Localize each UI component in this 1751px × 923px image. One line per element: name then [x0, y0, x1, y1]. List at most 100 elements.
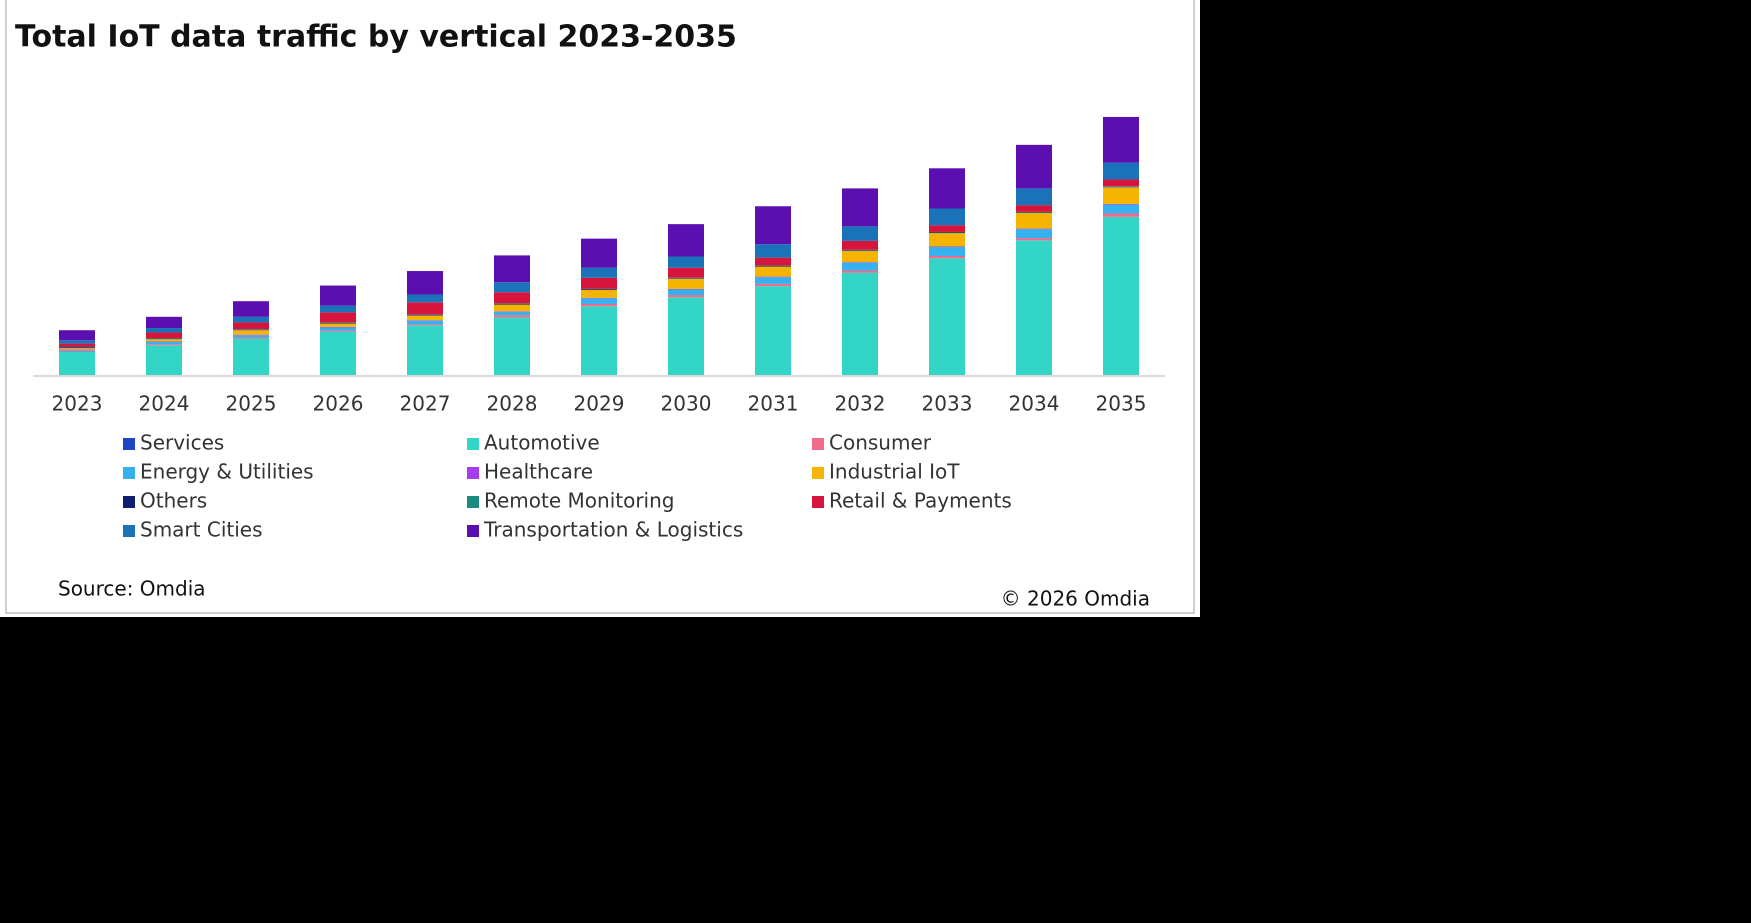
legend-swatch — [467, 525, 479, 537]
legend-swatch — [812, 438, 824, 450]
bar-segment — [581, 277, 617, 289]
bar-segment — [233, 329, 269, 330]
bar-segment — [581, 267, 617, 278]
bar-segment — [842, 262, 878, 271]
bar-segment — [929, 232, 965, 234]
bar-segment — [320, 326, 356, 328]
bar-segment — [755, 257, 791, 266]
bar-segment — [929, 247, 965, 256]
chart-title: Total IoT data traffic by vertical 2023-… — [15, 20, 737, 55]
x-tick-label: 2027 — [400, 392, 451, 416]
bar-segment — [407, 315, 443, 321]
bar-segment — [494, 317, 530, 376]
bar-segment — [668, 277, 704, 279]
bar-segment — [755, 266, 791, 267]
bar-segment — [1016, 144, 1052, 189]
x-tick-label: 2035 — [1096, 392, 1147, 416]
bar-segment — [668, 295, 704, 298]
bar-segment — [407, 315, 443, 316]
bar-segment — [146, 341, 182, 345]
bar-segment — [59, 351, 95, 376]
bar-segment — [929, 231, 965, 233]
bar-segment — [668, 289, 704, 296]
bar-segment — [407, 314, 443, 316]
bar-segment — [233, 334, 269, 336]
bar-segment — [581, 289, 617, 291]
x-tick-label: 2024 — [139, 392, 190, 416]
bar-segment — [668, 224, 704, 257]
bar-segment — [494, 292, 530, 304]
bar-segment — [233, 330, 269, 335]
legend-label: Remote Monitoring — [484, 489, 674, 513]
bar-segment — [581, 297, 617, 299]
x-tick-label: 2023 — [52, 392, 103, 416]
bar-segment — [581, 306, 617, 376]
legend-label: Energy & Utilities — [140, 460, 314, 484]
bar-segment — [755, 266, 791, 277]
bar-segment — [494, 282, 530, 293]
bar-segment — [1103, 179, 1139, 187]
legend-label: Services — [140, 431, 224, 455]
bar-segment — [146, 345, 182, 376]
bar-segment — [146, 338, 182, 340]
bar-segment — [1016, 212, 1052, 229]
bar-segment — [320, 312, 356, 323]
bar-segment — [233, 335, 269, 338]
x-tick-label: 2029 — [574, 392, 625, 416]
bar-segment — [407, 302, 443, 315]
bar-segment — [842, 226, 878, 241]
x-tick-label: 2033 — [922, 392, 973, 416]
bar-segment — [320, 305, 356, 313]
bar-segment — [581, 298, 617, 304]
bar-segment — [842, 270, 878, 273]
legend-swatch — [123, 438, 135, 450]
bar-segment — [581, 290, 617, 298]
bar-segment — [494, 255, 530, 283]
bar-segment — [320, 331, 356, 376]
bar-segment — [755, 277, 791, 284]
source: Source: Omdia — [58, 577, 206, 601]
bar-segment — [59, 349, 95, 351]
bar-segment — [1103, 204, 1139, 214]
bar-segment — [842, 188, 878, 227]
bar-segment — [1103, 116, 1139, 163]
bar-segment — [494, 315, 530, 318]
bar-segment — [1016, 240, 1052, 376]
bar-segment — [233, 329, 269, 331]
bar-segment — [842, 249, 878, 251]
bar-segment — [842, 250, 878, 251]
bar-segment — [755, 206, 791, 245]
x-tick-label: 2034 — [1009, 392, 1060, 416]
bar-segment — [668, 278, 704, 289]
copyright: © 2026 Omdia — [1001, 587, 1150, 611]
bar-segment — [407, 271, 443, 295]
bar-segment — [1103, 216, 1139, 376]
x-tick-label: 2030 — [661, 392, 712, 416]
bar-segment — [407, 294, 443, 303]
legend-swatch — [467, 467, 479, 479]
bar-segment — [842, 272, 878, 376]
bar-segment — [581, 288, 617, 290]
bar-segment — [59, 349, 95, 350]
bar-segment — [146, 338, 182, 339]
bar-segment — [146, 341, 182, 342]
bar-segment — [320, 285, 356, 306]
bar-segment — [407, 325, 443, 376]
bar-segment — [1103, 204, 1139, 205]
legend-label: Transportation & Logistics — [483, 518, 743, 542]
legend-swatch — [812, 496, 824, 508]
x-tick-label: 2031 — [748, 392, 799, 416]
bar-segment — [668, 267, 704, 278]
bar-segment — [494, 311, 530, 316]
bar-segment — [233, 337, 269, 339]
bar-segment — [59, 330, 95, 341]
bar-segment — [668, 256, 704, 268]
x-tick-label: 2028 — [487, 392, 538, 416]
bar-segment — [1103, 162, 1139, 180]
bar-segment — [59, 348, 95, 350]
bar-segment — [407, 324, 443, 326]
legend-label: Automotive — [484, 431, 600, 455]
bar-segment — [1016, 212, 1052, 213]
